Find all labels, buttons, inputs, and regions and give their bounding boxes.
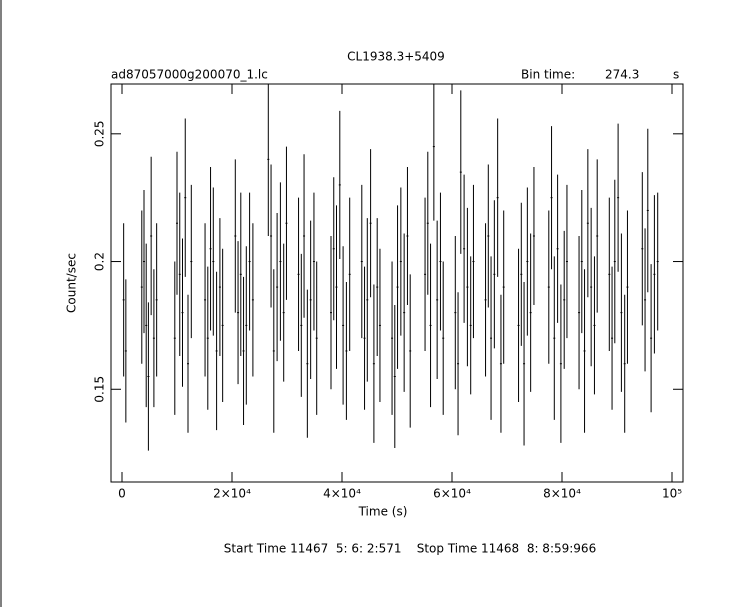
footer: Start Time 11467 5: 6: 2:571 Stop Time 1… — [224, 542, 596, 556]
x-tick-label: 2×10⁴ — [213, 487, 251, 501]
plot-frame — [110, 83, 684, 483]
chart-title: CL1938.3+5409 — [347, 50, 445, 64]
data-layer — [122, 84, 659, 451]
y-tick-label: 0.25 — [93, 120, 107, 147]
x-tick-label: 4×10⁴ — [323, 487, 361, 501]
bin-time-unit: s — [673, 68, 679, 82]
x-tick-label: 10⁵ — [662, 487, 682, 501]
y-tick-label: 0.15 — [93, 376, 107, 403]
bin-time: 274.3 — [605, 68, 639, 82]
y-tick-label: 0.2 — [93, 252, 107, 271]
x-axis-label: Time (s) — [358, 505, 408, 519]
x-tick-label: 8×10⁴ — [543, 487, 581, 501]
x-tick-label: 0 — [118, 487, 126, 501]
file-name: ad87057000g200070_1.lc — [111, 68, 268, 82]
x-tick-label: 6×10⁴ — [433, 487, 471, 501]
bin-time-label: Bin time: — [521, 68, 575, 82]
y-axis-label: Count/sec — [65, 253, 79, 313]
